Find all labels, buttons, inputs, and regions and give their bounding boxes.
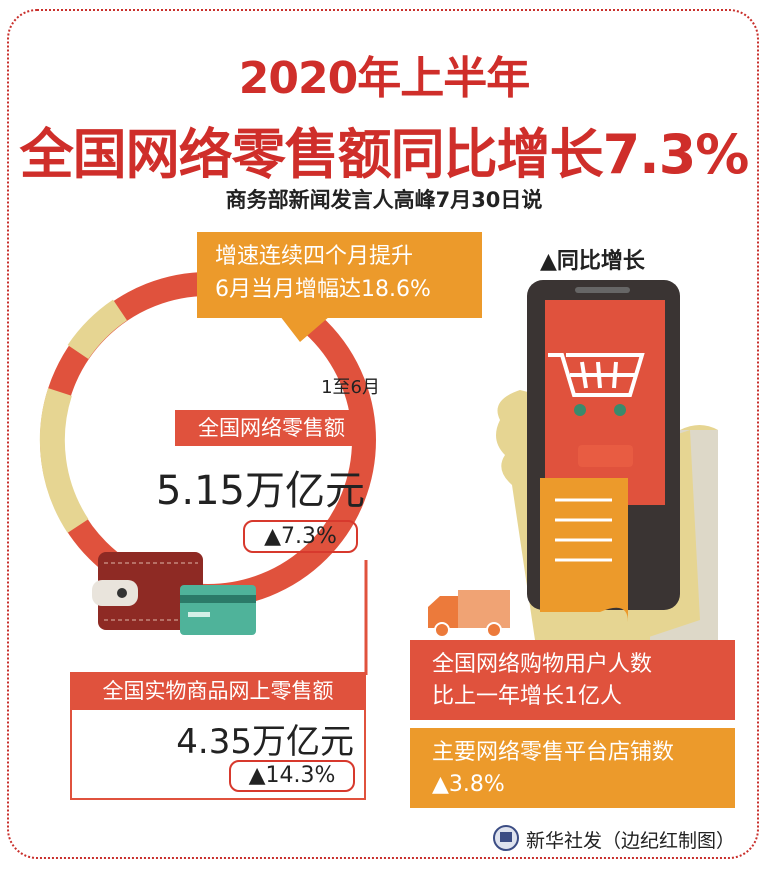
physical-goods-growth: ▲14.3% xyxy=(229,760,355,792)
xinhua-logo xyxy=(493,825,519,851)
dotted-border xyxy=(7,9,759,859)
online-retail-value: 5.15万亿元 xyxy=(155,468,365,514)
delivery-truck-icon xyxy=(428,590,510,638)
title-line2: 全国网络零售额同比增长7.3% xyxy=(19,123,750,186)
subtitle: 商务部新闻发言人高峰7月30日说 xyxy=(225,188,543,212)
users-box: 全国网络购物用户人数 比上一年增长1亿人 xyxy=(410,640,735,720)
shopping-cart-icon xyxy=(548,353,645,397)
users-line2: 比上一年增长1亿人 xyxy=(432,684,622,709)
callout-line2: 6月当月增幅达18.6% xyxy=(215,277,431,302)
online-retail-label: 全国网络零售额 xyxy=(175,410,368,446)
credit: 新华社发（边纪红制图） xyxy=(526,830,736,852)
growth-callout: 增速连续四个月提升 6月当月增幅达18.6% xyxy=(197,232,482,318)
callout-line1: 增速连续四个月提升 xyxy=(215,244,414,269)
callout-tail xyxy=(280,316,330,342)
period-label: 1至6月 xyxy=(321,377,380,398)
phone-illustration xyxy=(527,280,680,622)
yoy-legend: ▲同比增长 xyxy=(540,249,645,274)
physical-goods-value: 4.35万亿元 xyxy=(176,722,354,762)
stores-line1: 主要网络零售平台店铺数 xyxy=(432,740,675,765)
online-retail-growth: ▲7.3% xyxy=(243,520,358,553)
physical-goods-label: 全国实物商品网上零售额 xyxy=(70,672,366,710)
stores-line2: ▲3.8% xyxy=(432,772,505,797)
title-line1: 2020年上半年 xyxy=(238,53,530,104)
users-line1: 全国网络购物用户人数 xyxy=(432,652,653,677)
stores-box: 主要网络零售平台店铺数 ▲3.8% xyxy=(410,728,735,808)
physical-goods-panel: 4.35万亿元 ▲14.3% xyxy=(70,710,366,800)
wallet-icon xyxy=(92,552,256,635)
